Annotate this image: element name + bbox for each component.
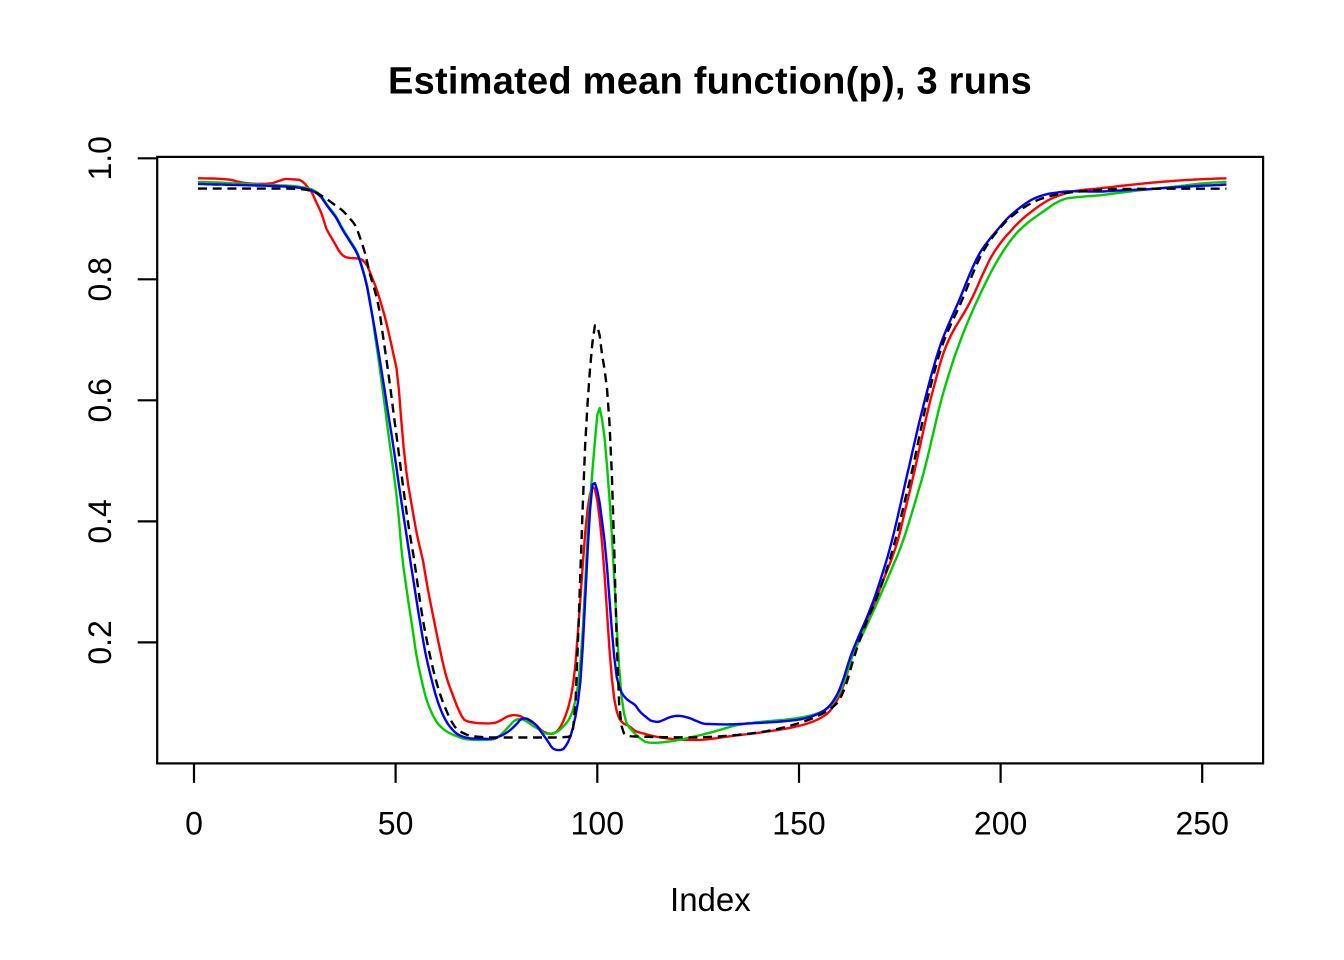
svg-text:100: 100 — [571, 805, 624, 841]
svg-text:1.0: 1.0 — [82, 136, 118, 180]
svg-text:0.2: 0.2 — [82, 620, 118, 664]
svg-text:0: 0 — [185, 805, 203, 841]
svg-text:200: 200 — [974, 805, 1027, 841]
svg-text:Index: Index — [670, 881, 751, 918]
svg-text:50: 50 — [378, 805, 414, 841]
svg-text:Estimated mean function(p), 3: Estimated mean function(p), 3 runs — [388, 61, 1032, 103]
svg-text:0.8: 0.8 — [82, 257, 118, 301]
svg-text:0.6: 0.6 — [82, 378, 118, 422]
svg-text:0.4: 0.4 — [82, 499, 118, 543]
svg-text:150: 150 — [772, 805, 825, 841]
svg-text:250: 250 — [1176, 805, 1229, 841]
